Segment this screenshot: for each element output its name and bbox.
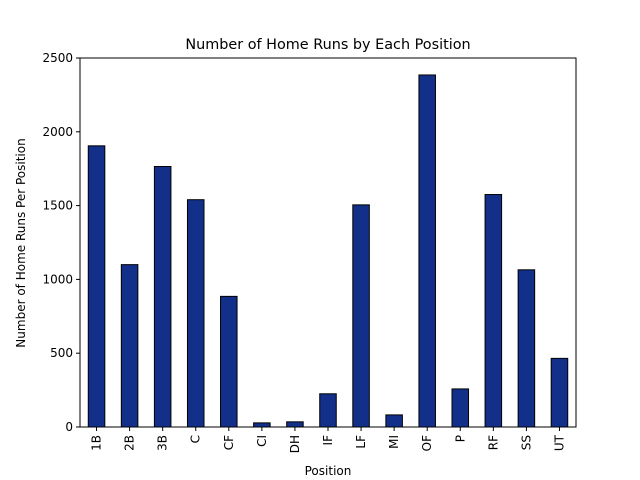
bar-ut xyxy=(550,357,569,428)
x-axis-ticks: 1B 2B 3B C CF CI DH IF LF MI OF P RF SS UT xyxy=(90,427,566,453)
bar-of xyxy=(418,74,436,428)
bar-lf xyxy=(352,204,370,428)
x-axis-label: Position xyxy=(305,464,352,478)
bar-ci xyxy=(253,422,271,428)
bar-p xyxy=(451,388,470,428)
x-tick-label: CI xyxy=(255,435,269,447)
chart-title: Number of Home Runs by Each Position xyxy=(185,37,470,53)
x-tick-label: 1B xyxy=(90,435,104,451)
y-axis-ticks: 0 500 1000 1500 2000 2500 xyxy=(42,51,80,434)
bars-group xyxy=(87,74,569,428)
bar-2b xyxy=(120,264,139,428)
bar-rf xyxy=(484,194,503,428)
y-tick-label: 1500 xyxy=(42,199,73,213)
y-tick-label: 500 xyxy=(50,346,73,360)
bar-cf xyxy=(220,295,238,428)
x-tick-label: OF xyxy=(420,435,434,451)
bar-1b xyxy=(87,145,106,428)
x-tick-label: C xyxy=(189,435,203,443)
y-tick-label: 1000 xyxy=(42,272,73,286)
x-tick-label: UT xyxy=(552,434,566,451)
bar-c xyxy=(186,199,205,428)
x-tick-label: 2B xyxy=(123,435,137,451)
x-tick-label: IF xyxy=(321,435,335,446)
bar-dh xyxy=(286,421,304,428)
x-tick-label: P xyxy=(453,435,467,442)
x-tick-label: SS xyxy=(519,435,533,450)
y-tick-label: 2000 xyxy=(42,125,73,139)
bar-3b xyxy=(153,165,172,428)
y-tick-label: 2500 xyxy=(42,51,73,65)
x-tick-label: 3B xyxy=(156,435,170,451)
x-tick-label: RF xyxy=(486,435,500,450)
y-axis-label: Number of Home Runs Per Position xyxy=(14,138,28,347)
bar-ss xyxy=(517,269,536,428)
x-tick-label: CF xyxy=(222,435,236,450)
bar-mi xyxy=(385,414,403,428)
x-tick-label: DH xyxy=(288,435,302,453)
x-tick-label: LF xyxy=(354,435,368,449)
plot-frame xyxy=(79,57,577,428)
bar-if xyxy=(319,393,337,428)
y-tick-label: 0 xyxy=(65,420,73,434)
x-tick-label: MI xyxy=(387,435,401,449)
